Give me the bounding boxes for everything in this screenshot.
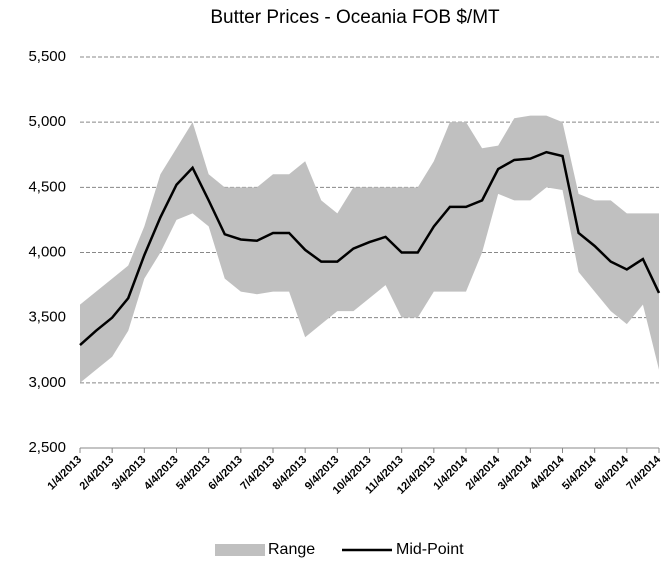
- y-tick-label: 5,000: [28, 113, 66, 130]
- x-tick-label: 8/4/2013: [271, 454, 310, 493]
- y-tick-label: 3,000: [28, 374, 66, 391]
- legend-label: Range: [268, 541, 315, 558]
- x-tick-label: 1/4/2013: [45, 454, 84, 493]
- x-tick-label: 4/4/2013: [142, 454, 181, 493]
- chart-title: Butter Prices - Oceania FOB $/MT: [210, 7, 500, 28]
- y-tick-label: 2,500: [28, 439, 66, 456]
- y-tick-label: 4,500: [28, 178, 66, 195]
- y-tick-label: 5,500: [28, 48, 66, 65]
- x-tick-label: 2/4/2013: [78, 454, 117, 493]
- x-tick-label: 7/4/2014: [624, 453, 663, 492]
- legend-swatch: [215, 544, 265, 556]
- y-tick-label: 3,500: [28, 309, 66, 326]
- x-tick-label: 3/4/2013: [110, 454, 149, 493]
- legend-label: Mid-Point: [396, 541, 464, 558]
- x-tick-label: 7/4/2013: [238, 454, 277, 493]
- x-tick-label: 5/4/2013: [174, 454, 213, 493]
- range-band: [80, 115, 659, 383]
- x-tick-label: 6/4/2013: [206, 454, 245, 493]
- line-series: [79, 150, 661, 346]
- y-tick-label: 4,000: [28, 243, 66, 260]
